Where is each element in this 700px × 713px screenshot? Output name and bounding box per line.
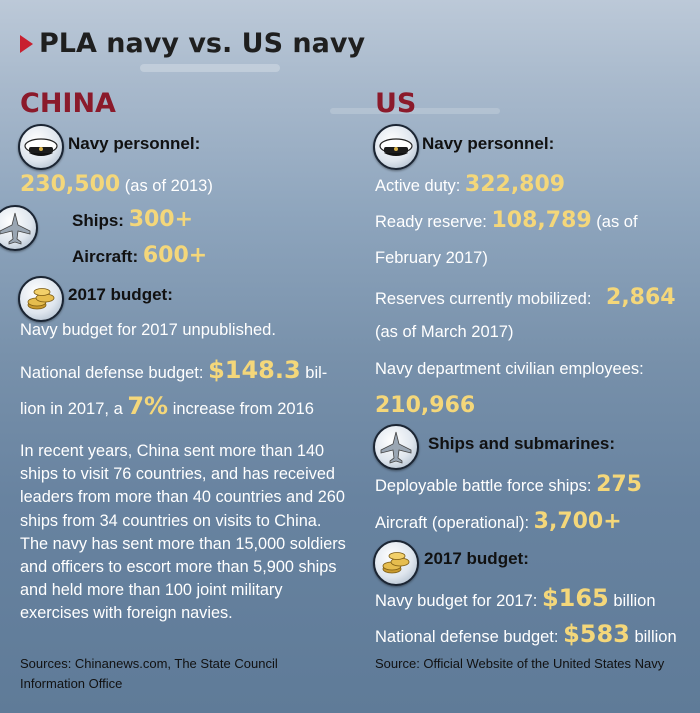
us-mobilized-row: Reserves currently mobilized: 2,864 <box>375 285 676 310</box>
china-defense-value: $148.3 <box>208 356 301 384</box>
china-source: Sources: Chinanews.com, The State Counci… <box>20 654 278 694</box>
decorative-band <box>140 64 280 72</box>
us-reserve-value: 108,789 <box>491 208 592 233</box>
us-reserve-note1: (as of <box>596 213 638 231</box>
us-aircraft-row: Aircraft (operational): 3,700+ <box>375 509 622 534</box>
us-aircraft-label: Aircraft (operational): <box>375 514 530 532</box>
us-navy-budget-row: Navy budget for 2017: $165 billion <box>375 584 656 612</box>
china-budget-unpublished: Navy budget for 2017 unpublished. <box>20 321 276 339</box>
us-deployable-label: Deployable battle force ships: <box>375 477 592 495</box>
us-navy-budget-label: Navy budget for 2017: <box>375 592 538 610</box>
china-ships-value: 300+ <box>128 207 194 232</box>
us-mobilized-note: (as of March 2017) <box>375 323 514 341</box>
china-source-line1: Sources: Chinanews.com, The State Counci… <box>20 656 278 671</box>
us-personnel-label: Navy personnel: <box>422 134 555 153</box>
us-budget-label: 2017 budget: <box>424 549 529 568</box>
china-ships-row: Ships: 300+ <box>72 207 193 232</box>
china-defense-line2-prefix: lion in 2017, a <box>20 400 123 418</box>
decorative-band <box>330 108 500 114</box>
us-defense-row: National defense budget: $583 billion <box>375 620 677 648</box>
us-civilian-label: Navy department civilian employees: <box>375 360 644 378</box>
china-personnel-value: 230,500 <box>20 172 121 197</box>
us-aircraft-value: 3,700+ <box>533 509 622 534</box>
us-reserve-label: Ready reserve: <box>375 213 487 231</box>
us-heading: US <box>375 88 417 119</box>
us-source: Source: Official Website of the United S… <box>375 656 665 671</box>
gold-coins-icon <box>373 540 419 586</box>
china-heading: CHINA <box>20 88 116 119</box>
us-civilian-value: 210,966 <box>375 393 476 418</box>
china-defense-increase: 7% <box>127 392 169 420</box>
navy-cap-icon <box>373 124 419 170</box>
us-ships-label: Ships and submarines: <box>428 434 616 453</box>
us-mobilized-label: Reserves currently mobilized: <box>375 290 592 308</box>
us-active-value: 322,809 <box>464 172 566 197</box>
china-personnel-note: (as of 2013) <box>124 177 213 195</box>
page-title: PLA navy vs. US navy <box>20 28 365 59</box>
china-budget-label: 2017 budget: <box>68 285 173 304</box>
china-defense-line2-suffix: increase from 2016 <box>172 400 314 418</box>
us-defense-label: National defense budget: <box>375 628 559 646</box>
us-mobilized-value: 2,864 <box>606 285 676 310</box>
china-personnel-row: 230,500 (as of 2013) <box>20 172 213 197</box>
china-ships-label: Ships: <box>72 211 124 230</box>
china-defense-prefix: National defense budget: <box>20 364 204 382</box>
china-defense-row2: lion in 2017, a 7% increase from 2016 <box>20 392 314 420</box>
china-aircraft-label: Aircraft: <box>72 247 139 266</box>
page-title-text: PLA navy vs. US navy <box>39 28 366 59</box>
china-defense-row: National defense budget: $148.3 bil- <box>20 356 327 384</box>
us-defense-value: $583 <box>563 620 630 648</box>
china-defense-suffix: bil- <box>305 364 328 382</box>
gold-coins-icon <box>18 276 64 322</box>
us-active-label: Active duty: <box>375 177 461 195</box>
us-defense-unit: billion <box>634 628 677 646</box>
china-source-line2: Information Office <box>20 676 123 691</box>
us-navy-budget-value: $165 <box>541 584 609 612</box>
fighter-jet-icon <box>373 424 419 470</box>
china-paragraph: In recent years, China sent more than 14… <box>20 442 346 623</box>
us-navy-budget-unit: billion <box>613 592 656 610</box>
china-aircraft-row: Aircraft: 600+ <box>72 243 207 268</box>
us-active-row: Active duty: 322,809 <box>375 172 565 197</box>
china-aircraft-value: 600+ <box>142 243 208 268</box>
us-reserve-note2: February 2017) <box>375 249 488 267</box>
us-reserve-row: Ready reserve: 108,789 (as of <box>375 208 638 233</box>
title-arrow-icon <box>20 34 33 53</box>
navy-cap-icon <box>18 124 64 170</box>
china-personnel-label: Navy personnel: <box>68 134 201 153</box>
us-deployable-value: 275 <box>596 472 642 497</box>
us-civilian-row: 210,966 <box>375 393 475 418</box>
fighter-jet-icon <box>0 205 38 251</box>
us-deployable-row: Deployable battle force ships: 275 <box>375 472 642 497</box>
